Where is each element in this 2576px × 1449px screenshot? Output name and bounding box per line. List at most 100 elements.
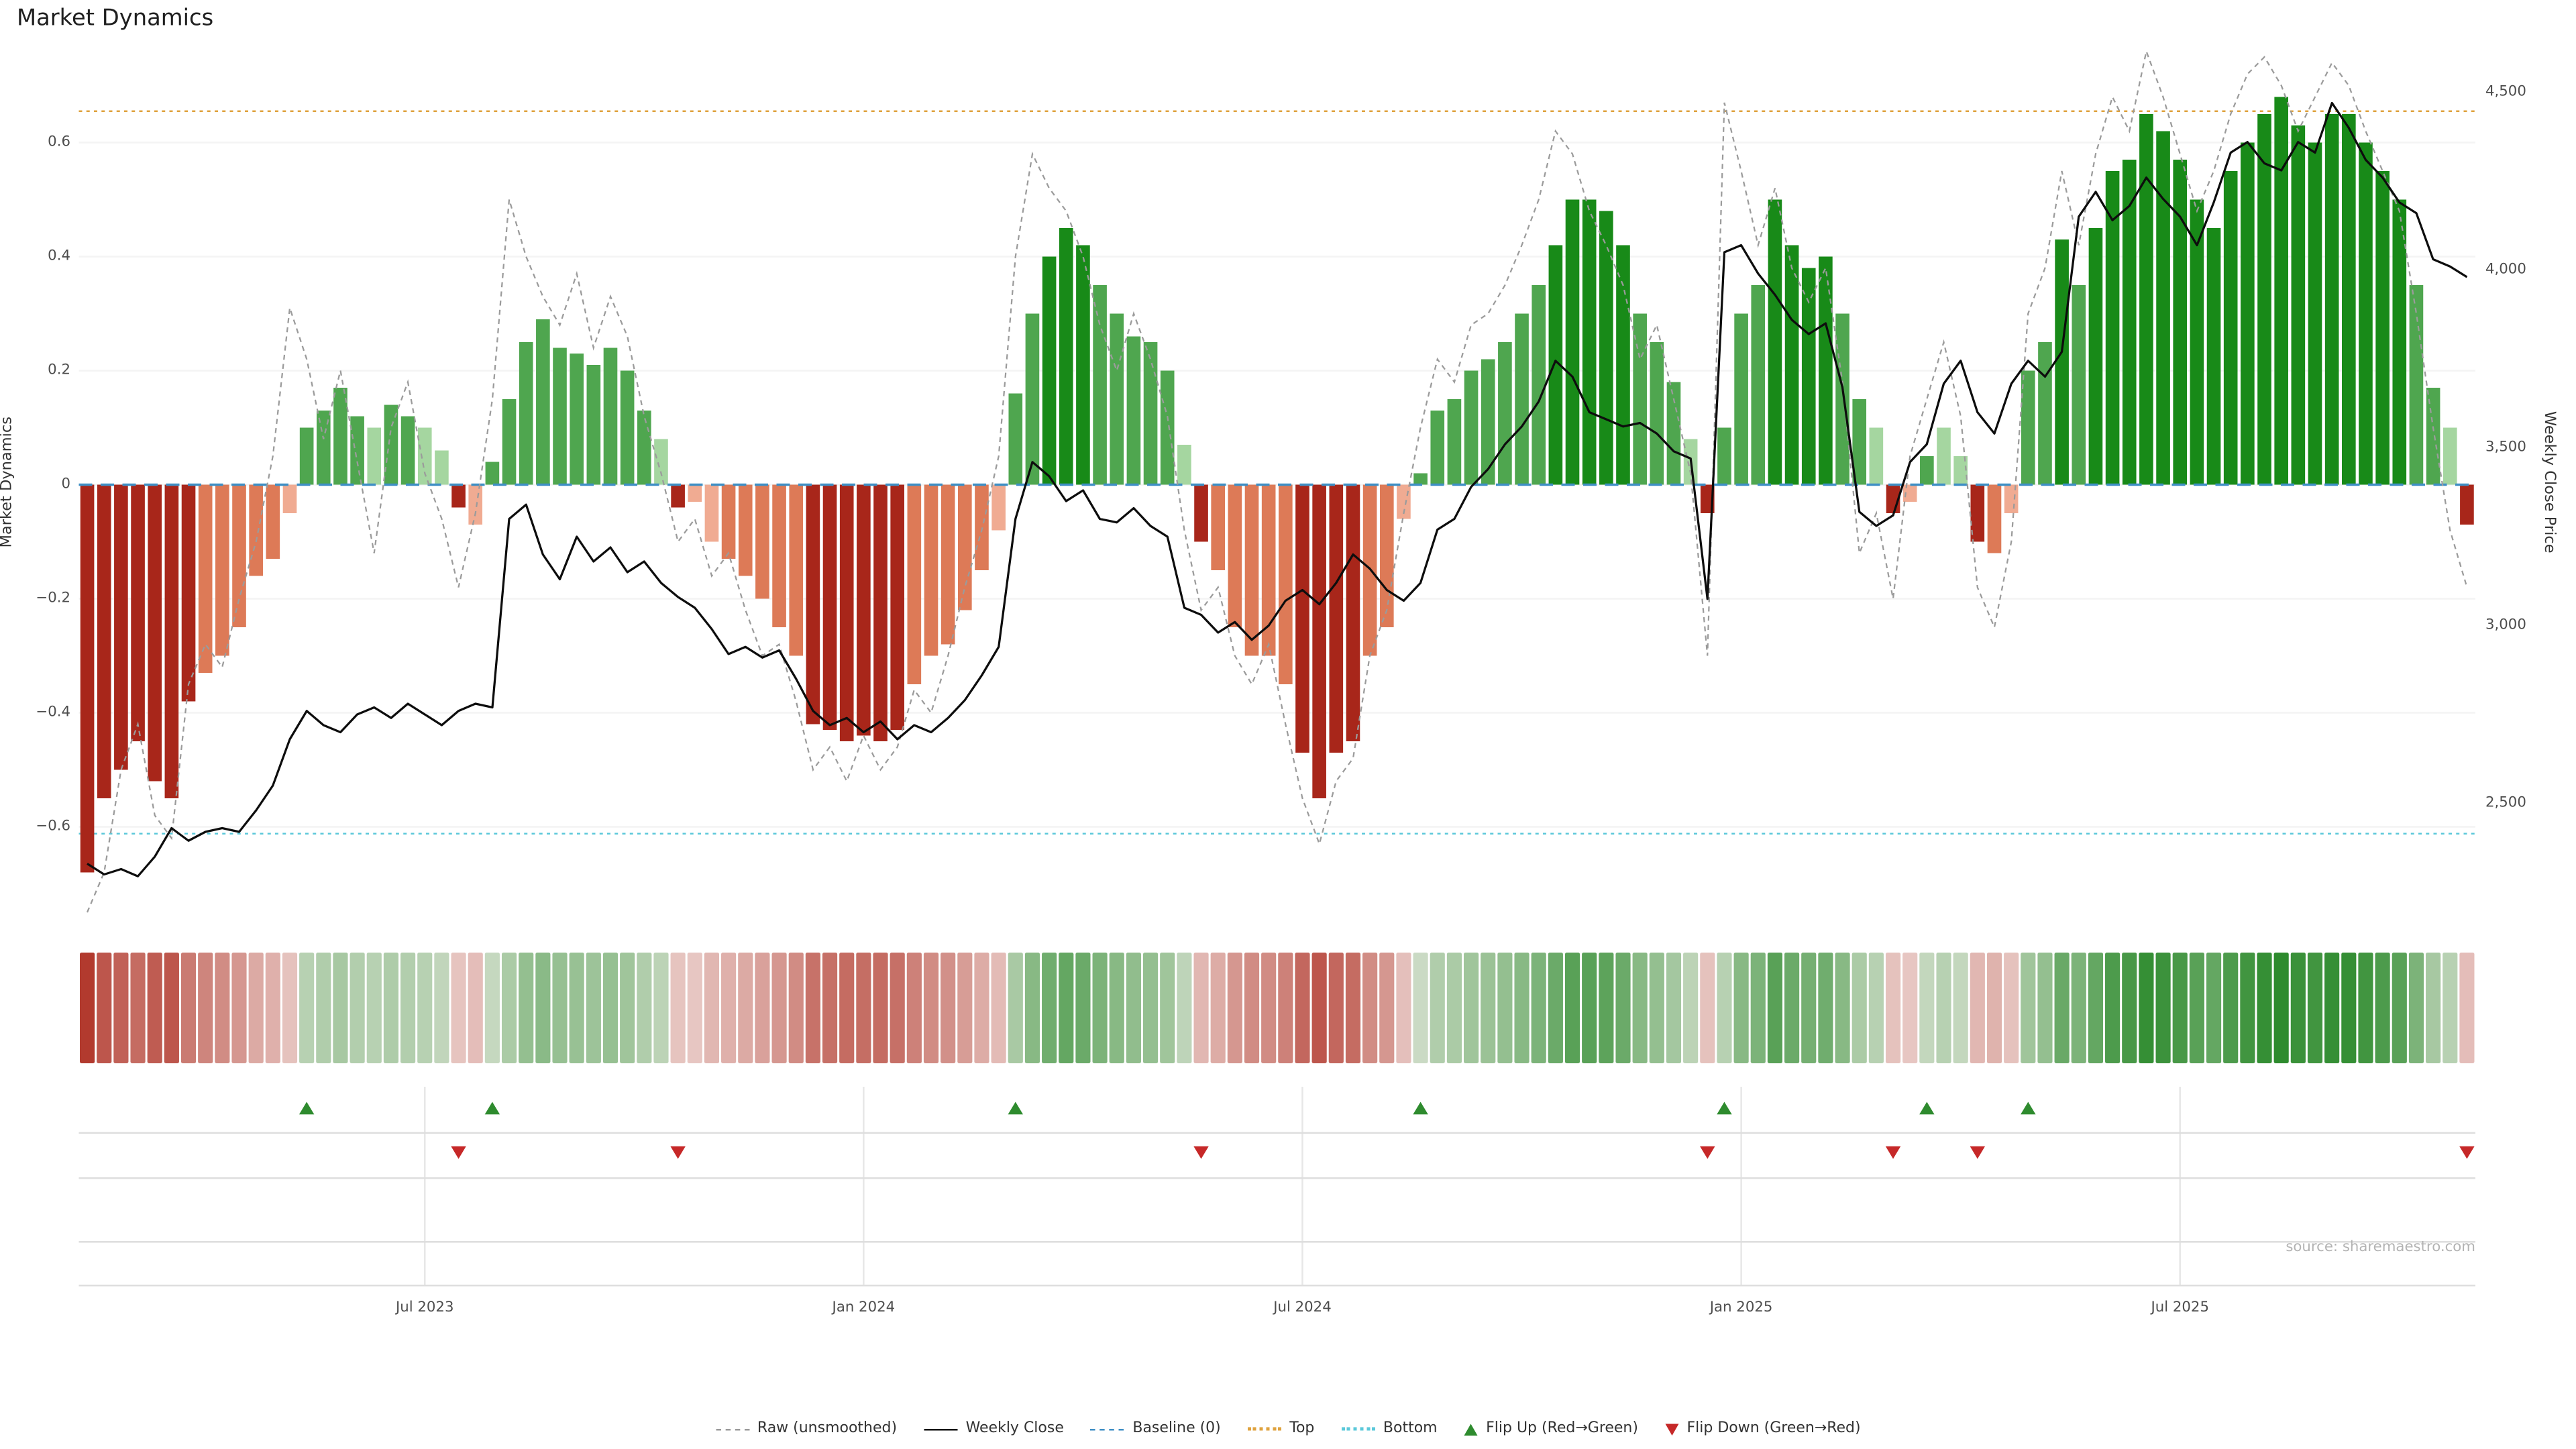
dynamics-bar [299, 427, 314, 485]
heatmap-cell [147, 953, 162, 1063]
dynamics-bar [1329, 484, 1344, 753]
dynamics-bar [1211, 484, 1225, 570]
x-axis-tick: Jul 2025 [2151, 1299, 2209, 1317]
dynamics-bar [2324, 114, 2339, 485]
heatmap-cell [755, 953, 770, 1063]
heatmap-cell [2459, 953, 2475, 1063]
heatmap-cell [2341, 953, 2357, 1063]
heatmap-cell [164, 953, 179, 1063]
dynamics-bar [738, 484, 753, 576]
dynamics-bar [907, 484, 922, 684]
dynamics-bar [1633, 313, 1647, 485]
heatmap-cell [1885, 953, 1901, 1063]
heatmap-cell [552, 953, 568, 1063]
heatmap-cell [1700, 953, 1715, 1063]
heatmap-cell [1227, 953, 1242, 1063]
dynamics-bar [1852, 399, 1867, 485]
dynamics-bar [435, 450, 449, 485]
heatmap-cell [248, 953, 264, 1063]
legend-label: Baseline (0) [1132, 1420, 1221, 1438]
gridlines [78, 142, 2475, 1287]
left-axis-tick: −0.6 [36, 818, 70, 835]
dynamics-bar [688, 484, 702, 502]
heatmap-cell [1986, 953, 2002, 1063]
dynamics-bar [1902, 484, 1917, 502]
flip-up-marker [1008, 1102, 1024, 1115]
heatmap-cell [2358, 953, 2373, 1063]
dynamics-bar [1920, 456, 1934, 485]
dynamics-bar [1177, 445, 1191, 485]
dynamics-bar [1582, 199, 1597, 485]
heatmap-cell [1092, 953, 1108, 1063]
left-axis-tick: −0.2 [36, 590, 70, 607]
dynamics-bar [2409, 285, 2424, 485]
dynamics-bar [232, 484, 246, 627]
heatmap-cell [1514, 953, 1529, 1063]
dotted-line-icon [1341, 1427, 1375, 1431]
flip-down-marker [2459, 1146, 2475, 1159]
dynamics-bar [451, 484, 466, 508]
source-watermark: source: sharemaestro.com [2286, 1239, 2475, 1256]
heatmap-cell [1632, 953, 1648, 1063]
heatmap-cell [484, 953, 500, 1063]
dynamics-bar [536, 319, 550, 485]
flip-up-marker [484, 1102, 500, 1115]
dynamics-bar [468, 484, 483, 525]
heatmap-cell [1919, 953, 1935, 1063]
dynamics-bar [2105, 171, 2120, 485]
heatmap-cell [1649, 953, 1664, 1063]
heatmap-cell [2206, 953, 2222, 1063]
heatmap-cell [2307, 953, 2323, 1063]
heatmap-cell [1615, 953, 1631, 1063]
heatmap-cell [873, 953, 888, 1063]
left-axis-tick: 0.2 [48, 362, 70, 379]
heatmap-cell [1497, 953, 1513, 1063]
heatmap-cell [2004, 953, 2019, 1063]
dynamics-bar [148, 484, 162, 782]
heatmap-cell [805, 953, 820, 1063]
heatmap-cell [1446, 953, 1462, 1063]
heatmap-cell [721, 953, 737, 1063]
legend-label: Flip Up (Red→Green) [1486, 1420, 1638, 1438]
heatmap-cell [282, 953, 298, 1063]
dynamics-bar [198, 484, 213, 673]
heatmap-cell [1936, 953, 1951, 1063]
dotted-line-icon [1247, 1427, 1281, 1431]
dynamics-bar [1228, 484, 1242, 627]
dynamics-bar [958, 484, 972, 610]
heatmap-cell [1345, 953, 1361, 1063]
heatmap-cell [1379, 953, 1395, 1063]
flip-down-marker [1700, 1146, 1715, 1159]
heatmap-cell [586, 953, 601, 1063]
dynamics-bar [80, 484, 95, 873]
dynamics-bar [2139, 114, 2153, 485]
dynamics-bar [97, 484, 111, 798]
dynamics-bar [1616, 245, 1630, 485]
heatmap-cell [535, 953, 551, 1063]
heatmap-cell [839, 953, 855, 1063]
weekly-close-line [87, 101, 2468, 877]
dashed-line-icon [1090, 1428, 1124, 1430]
dynamics-bar [1346, 484, 1360, 741]
dynamics-bar [806, 484, 820, 724]
heatmap-cell [1328, 953, 1344, 1063]
heatmap-cell [180, 953, 197, 1063]
dynamics-bar [2443, 427, 2457, 485]
heatmap-cell [974, 953, 989, 1063]
dynamics-bar [603, 347, 618, 485]
dynamics-bar [1008, 393, 1023, 485]
dynamics-bar [1279, 484, 1293, 684]
heatmap-cell [2240, 953, 2255, 1063]
dynamics-bar [1835, 313, 1849, 485]
dynamics-bar [671, 484, 685, 508]
heatmap-strip [80, 953, 2475, 1063]
dynamics-bar [789, 484, 804, 656]
heatmap-cell [2223, 953, 2239, 1063]
heatmap-cell [1733, 953, 1749, 1063]
dynamics-bar [2206, 228, 2221, 485]
heatmap-cell [215, 953, 230, 1063]
dynamics-bar [2004, 484, 2019, 513]
dynamics-bar [1244, 484, 1259, 656]
dynamics-bar [2257, 114, 2271, 485]
